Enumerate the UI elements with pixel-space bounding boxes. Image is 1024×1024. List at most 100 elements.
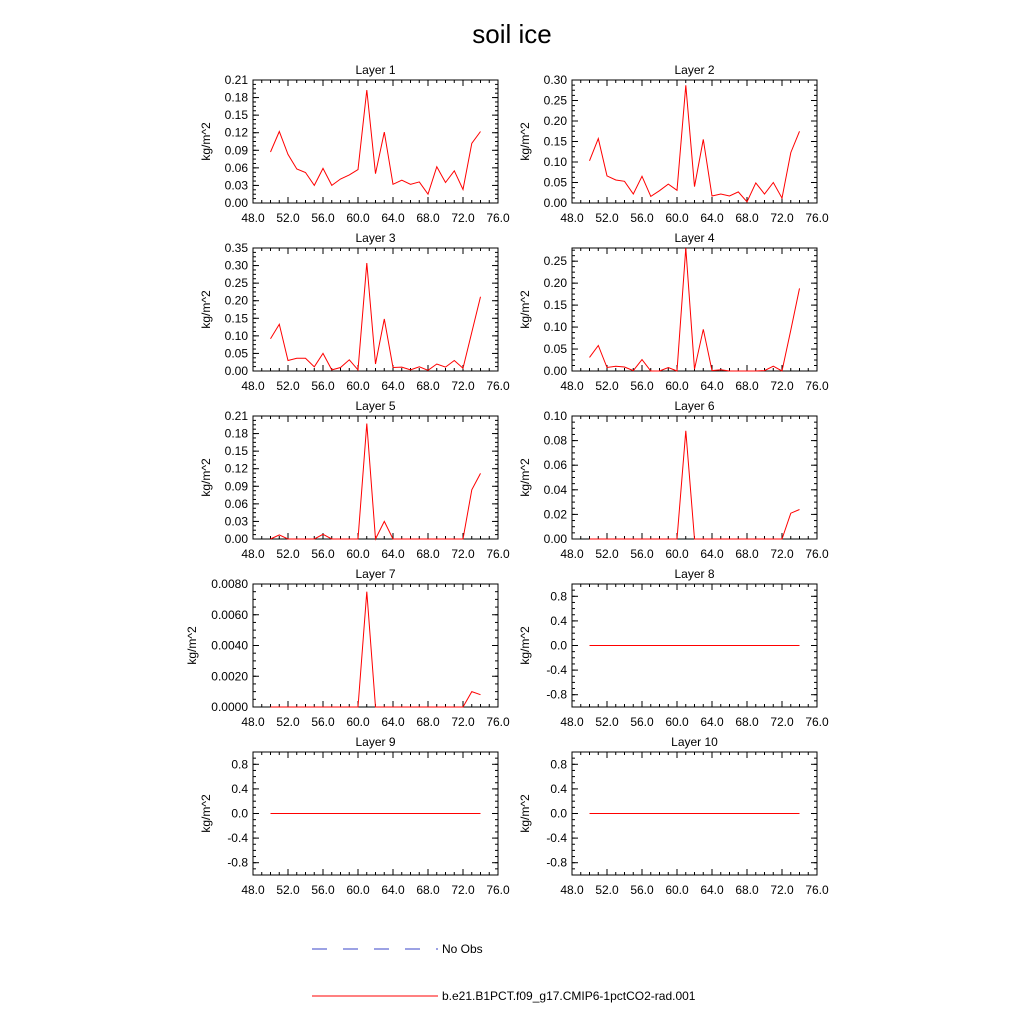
x-tick-label: 60.0 [346, 211, 370, 225]
y-tick-label: 0.00 [225, 196, 249, 210]
x-tick-label: 52.0 [595, 715, 619, 729]
y-tick-label: 0.35 [225, 241, 249, 255]
y-axis-label: kg/m^2 [199, 290, 213, 329]
layer-panel: Layer 4 48.0 52.0 56.0 60.0 64.0 68.0 72.0 76.0 0… [518, 231, 829, 393]
y-tick-label: 0.04 [544, 483, 568, 497]
y-tick-label: 0.10 [544, 155, 568, 169]
x-tick-label: 48.0 [560, 211, 584, 225]
x-tick-label: 48.0 [560, 715, 584, 729]
x-tick-label: 52.0 [276, 547, 300, 561]
y-tick-label: 0.15 [225, 311, 249, 325]
layer-panel: Layer 8 48.0 52.0 56.0 60.0 64.0 68.0 72.0 76.0 -… [518, 567, 829, 729]
y-axis-label: kg/m^2 [518, 290, 532, 329]
x-tick-label: 68.0 [416, 379, 440, 393]
y-tick-label: 0.00 [544, 364, 568, 378]
y-tick-label: 0.0 [550, 639, 567, 653]
x-tick-label: 52.0 [595, 379, 619, 393]
y-tick-label: 0.03 [225, 514, 249, 528]
panel-title: Layer 7 [355, 567, 395, 581]
x-tick-label: 76.0 [805, 715, 829, 729]
x-tick-label: 60.0 [346, 715, 370, 729]
panel-title: Layer 3 [355, 231, 395, 245]
y-tick-label: 0.25 [544, 94, 568, 108]
panel-title: Layer 6 [674, 399, 714, 413]
x-tick-label: 64.0 [381, 211, 405, 225]
y-tick-label: 0.0040 [211, 639, 248, 653]
x-tick-label: 52.0 [276, 715, 300, 729]
y-axis-label: kg/m^2 [518, 794, 532, 833]
x-tick-label: 68.0 [416, 211, 440, 225]
layer-panel: Layer 9 48.0 52.0 56.0 60.0 64.0 68.0 72.0 76.0 -… [199, 735, 510, 897]
y-tick-label: 0.05 [544, 176, 568, 190]
x-tick-label: 56.0 [311, 883, 335, 897]
y-tick-label: 0.09 [225, 143, 249, 157]
x-tick-label: 72.0 [770, 715, 794, 729]
x-tick-label: 48.0 [241, 547, 265, 561]
x-tick-label: 68.0 [416, 715, 440, 729]
x-tick-label: 52.0 [595, 211, 619, 225]
x-tick-label: 72.0 [770, 883, 794, 897]
x-tick-label: 68.0 [416, 883, 440, 897]
y-tick-label: 0.21 [225, 73, 249, 87]
y-tick-label: -0.4 [546, 831, 567, 845]
y-axis-label: kg/m^2 [518, 626, 532, 665]
y-tick-label: 0.0020 [211, 669, 248, 683]
y-tick-label: -0.8 [546, 856, 567, 870]
x-tick-label: 56.0 [311, 547, 335, 561]
y-axis-label: kg/m^2 [185, 626, 199, 665]
x-tick-label: 56.0 [311, 379, 335, 393]
y-tick-label: 0.8 [231, 757, 248, 771]
x-tick-label: 72.0 [451, 211, 475, 225]
y-tick-label: 0.20 [544, 114, 568, 128]
y-tick-label: 0.0000 [211, 700, 248, 714]
x-tick-label: 60.0 [665, 211, 689, 225]
y-tick-label: 0.00 [544, 532, 568, 546]
plot-frame [252, 583, 499, 708]
layer-panel: Layer 5 48.0 52.0 56.0 60.0 64.0 68.0 72.0 76.0 0… [199, 399, 510, 561]
y-tick-label: 0.8 [550, 757, 567, 771]
legend-model-label: b.e21.B1PCT.f09_g17.CMIP6-1pctCO2-rad.00… [442, 989, 696, 1003]
x-tick-label: 64.0 [381, 547, 405, 561]
x-tick-label: 48.0 [560, 883, 584, 897]
x-tick-label: 60.0 [346, 379, 370, 393]
y-tick-label: 0.10 [544, 409, 568, 423]
layer-panel: Layer 10 48.0 52.0 56.0 60.0 64.0 68.0 72.0 76.0… [518, 735, 829, 897]
x-tick-label: 56.0 [630, 715, 654, 729]
y-tick-label: 0.00 [225, 364, 249, 378]
layer-panel: Layer 2 48.0 52.0 56.0 60.0 64.0 68.0 72.0 76.0 0… [518, 63, 829, 225]
x-tick-label: 68.0 [416, 547, 440, 561]
series-line [589, 247, 800, 372]
y-tick-label: 0.15 [225, 444, 249, 458]
x-tick-label: 56.0 [630, 547, 654, 561]
y-axis-label: kg/m^2 [199, 458, 213, 497]
series-line [270, 263, 481, 372]
y-tick-label: 0.0060 [211, 608, 248, 622]
y-tick-label: 0.05 [544, 342, 568, 356]
x-tick-label: 60.0 [665, 883, 689, 897]
x-tick-label: 72.0 [451, 883, 475, 897]
y-tick-label: 0.10 [544, 320, 568, 334]
y-tick-label: 0.00 [544, 196, 568, 210]
series-line [589, 430, 800, 540]
y-tick-label: 0.18 [225, 91, 249, 105]
x-tick-label: 48.0 [560, 547, 584, 561]
plot-frame [252, 79, 499, 204]
y-axis-label: kg/m^2 [518, 122, 532, 161]
x-tick-label: 72.0 [770, 211, 794, 225]
y-tick-label: -0.4 [546, 663, 567, 677]
x-tick-label: 72.0 [770, 547, 794, 561]
panel-title: Layer 5 [355, 399, 395, 413]
plot-frame [252, 415, 499, 540]
y-tick-label: 0.09 [225, 479, 249, 493]
x-tick-label: 60.0 [346, 547, 370, 561]
x-tick-label: 48.0 [241, 883, 265, 897]
series-line [589, 85, 800, 203]
series-line [270, 591, 481, 708]
x-tick-label: 64.0 [700, 883, 724, 897]
x-tick-label: 72.0 [451, 379, 475, 393]
series-line [270, 89, 481, 196]
x-tick-label: 76.0 [486, 379, 510, 393]
y-tick-label: 0.02 [544, 507, 568, 521]
x-tick-label: 76.0 [486, 211, 510, 225]
